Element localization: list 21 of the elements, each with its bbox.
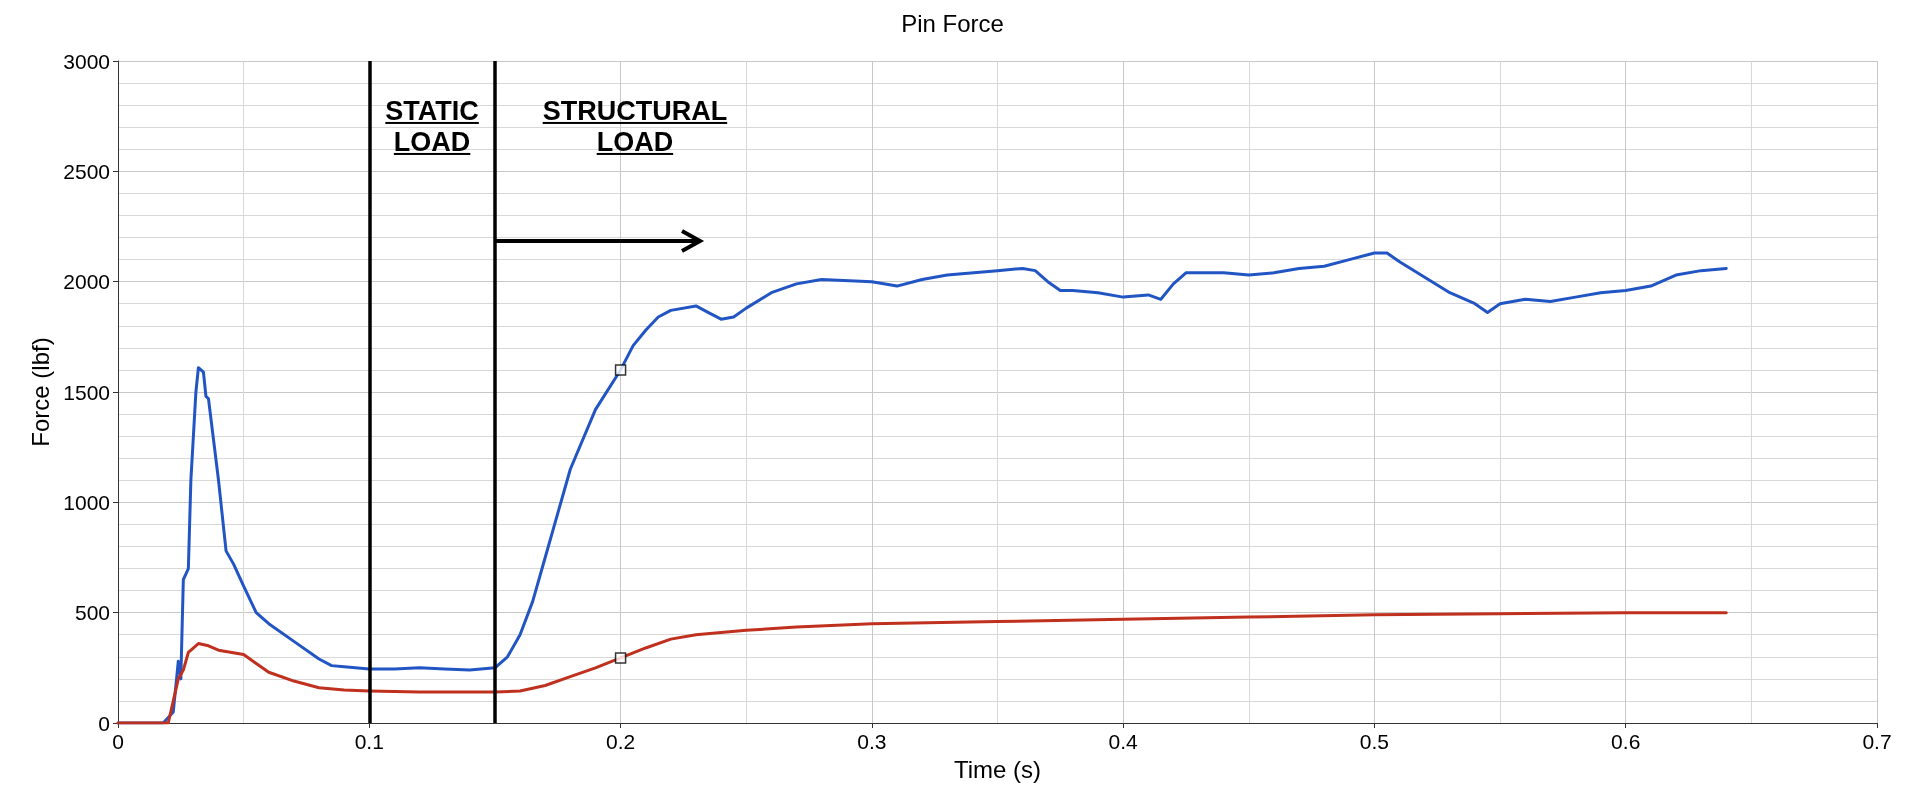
annotation: STRUCTURAL LOAD [542,95,728,159]
y-tick-label: 3000 [63,49,110,73]
x-tick-label: 0.5 [1359,730,1390,753]
x-axis-title: Time (s) [953,755,1042,783]
chart-title: Pin Force [901,9,1004,37]
y-tick-label: 500 [74,601,110,625]
y-tick-label: 1500 [63,380,110,404]
y-axis-title: Force (lbf) [26,337,54,447]
x-tick-label: 0.4 [1108,730,1139,753]
y-tick-label: 2000 [63,270,110,294]
y-tick-label: 0 [98,711,110,735]
x-tick-label: 0.7 [1862,730,1892,753]
x-tick-label: 0.3 [857,730,887,753]
x-tick-label: 0 [112,730,124,753]
annotation: STATIC LOAD [385,95,479,159]
y-tick-label: 2500 [63,159,110,183]
y-tick-label: 1000 [63,490,110,514]
line-series [116,611,1728,725]
x-tick-label: 0.2 [605,730,636,753]
x-tick-label: 0.6 [1611,730,1641,753]
x-tick-label: 0.1 [354,730,384,753]
